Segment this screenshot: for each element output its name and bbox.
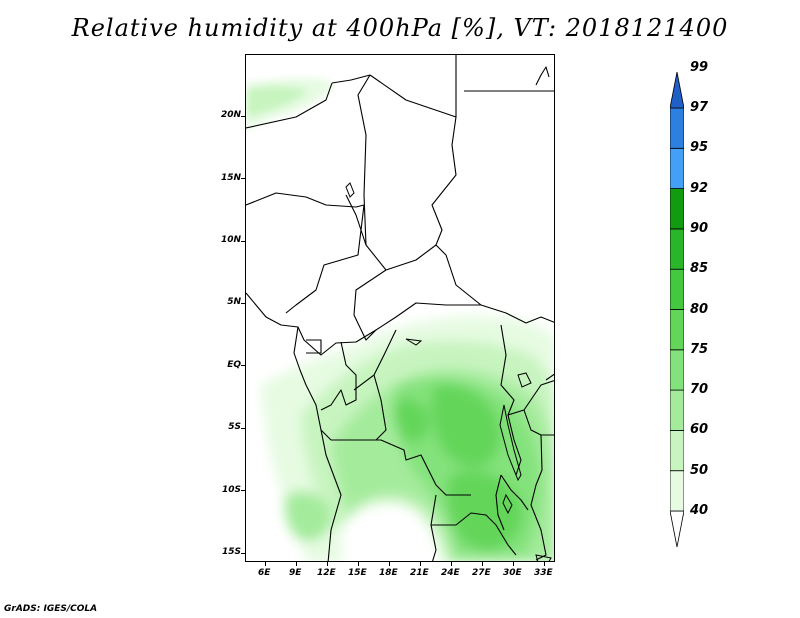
lon-tick: [327, 562, 328, 566]
lon-label-9e: 9E: [289, 568, 302, 578]
lon-tick: [482, 562, 483, 566]
lat-tick: [241, 365, 245, 366]
lat-label-15s: 15S: [221, 547, 241, 557]
lon-tick: [358, 562, 359, 566]
colorbar-segment: [670, 429, 684, 472]
lat-label-10n: 10N: [220, 235, 241, 245]
lon-label-18e: 18E: [379, 568, 398, 578]
colorbar-segment: [670, 389, 684, 431]
colorbar-label: 70: [690, 382, 709, 398]
colorbar-label: 99: [690, 59, 709, 75]
colorbar-segment: [670, 147, 684, 190]
colorbar-segment: [670, 470, 684, 512]
lon-label-24e: 24E: [441, 568, 460, 578]
map-title: Relative humidity at 400hPa [%], VT: 201…: [71, 14, 729, 42]
lat-label-20n: 20N: [220, 110, 241, 120]
lon-label-12e: 12E: [317, 568, 336, 578]
colorbar-label: 60: [690, 422, 709, 438]
colorbar: [670, 72, 684, 547]
map-canvas: [246, 55, 554, 561]
lon-tick: [420, 562, 421, 566]
colorbar-label: 95: [690, 140, 709, 156]
lakes: [345, 182, 552, 561]
colorbar-segment: [670, 349, 684, 391]
colorbar-label: 80: [690, 301, 709, 317]
lon-tick: [513, 562, 514, 566]
lon-tick: [265, 562, 266, 566]
lon-label-27e: 27E: [472, 568, 491, 578]
colorbar-segment: [670, 309, 684, 351]
country-borders: [246, 55, 554, 561]
lat-label-10s: 10S: [221, 485, 241, 495]
lat-tick: [241, 553, 245, 554]
lat-tick: [241, 490, 245, 491]
colorbar-label: 75: [690, 341, 709, 357]
lat-tick: [241, 241, 245, 242]
lon-label-15e: 15E: [348, 568, 367, 578]
lat-label-5n: 5N: [227, 297, 241, 307]
map-panel: [245, 54, 555, 562]
lon-tick: [296, 562, 297, 566]
colorbar-label: 92: [690, 180, 709, 196]
lon-label-33e: 33E: [534, 568, 553, 578]
grads-credit: GrADS: IGES/COLA: [4, 604, 98, 614]
lon-label-30e: 30E: [503, 568, 522, 578]
lat-label-eq: EQ: [227, 360, 241, 370]
lat-label-5s: 5S: [228, 422, 241, 432]
colorbar-segment: [670, 107, 684, 149]
colorbar-segment: [670, 72, 684, 109]
lon-label-6e: 6E: [258, 568, 271, 578]
colorbar-label: 90: [690, 220, 709, 236]
colorbar-segment: [670, 228, 684, 270]
lon-tick: [544, 562, 545, 566]
lat-tick: [241, 428, 245, 429]
colorbar-label: 40: [690, 503, 709, 518]
colorbar-segment: [670, 510, 684, 547]
lat-tick: [241, 178, 245, 179]
lon-label-21e: 21E: [410, 568, 429, 578]
humidity-field-south: [261, 316, 554, 561]
colorbar-segment: [670, 268, 684, 310]
lon-tick: [451, 562, 452, 566]
humidity-field-north: [246, 78, 334, 133]
lon-tick: [389, 562, 390, 566]
colorbar-label: 50: [690, 462, 709, 478]
lat-tick: [241, 303, 245, 304]
colorbar-segment: [670, 188, 684, 230]
lat-label-15n: 15N: [220, 173, 241, 183]
lat-tick: [241, 116, 245, 117]
colorbar-label: 85: [690, 261, 709, 277]
colorbar-label: 97: [690, 100, 709, 115]
